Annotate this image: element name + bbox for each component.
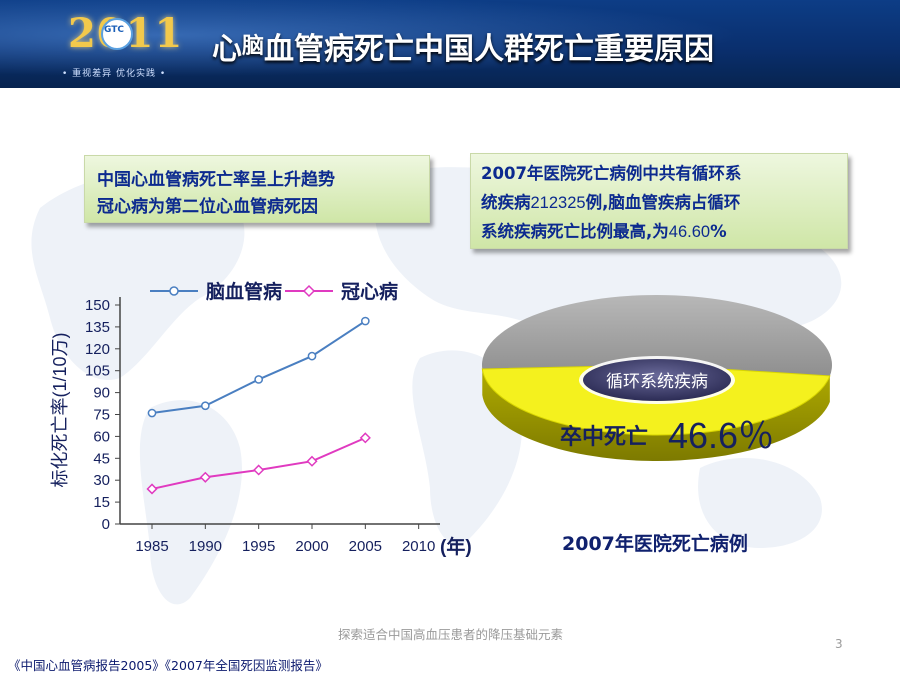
- header-glow: [0, 0, 900, 88]
- hospital-deaths-box: 2007年医院死亡病例中共有循环系 统疾病212325例,脑血管疾病占循环 系统…: [470, 153, 848, 249]
- y-axis-label: 标化死亡率(1/10万): [50, 332, 70, 487]
- hospital-deaths-line-3b: %: [710, 222, 727, 241]
- hospital-deaths-count: 212325: [530, 194, 586, 212]
- hospital-deaths-line-2: 统疾病212325例,脑血管疾病占循环: [481, 189, 740, 213]
- x-tick-label: 2010: [402, 538, 435, 555]
- logo-tagline: • 重视差异 优化实践 •: [62, 69, 167, 79]
- trend-summary-line-1: 中国心血管病死亡率呈上升趋势: [97, 170, 335, 190]
- x-tick-label: 1995: [242, 538, 275, 555]
- references: 《中国心血管病报告2005》《2007年全国死因监测报告》: [8, 658, 328, 673]
- trend-summary-line-2: 冠心病为第二位心血管病死因: [97, 197, 318, 217]
- hospital-deaths-percent: 46.60: [668, 223, 711, 241]
- legend-label-0: 脑血管病: [205, 280, 282, 303]
- legend-marker-1: [302, 284, 316, 298]
- y-tick-label: 120: [85, 341, 110, 358]
- data-point-1-4: [359, 432, 371, 444]
- pie-side-wall: [482, 368, 830, 461]
- pie-slice-other: [481, 294, 832, 376]
- page-number: 3: [835, 637, 843, 651]
- pie-slice-label: 卒中死亡: [560, 424, 648, 449]
- x-tick-label: 1990: [189, 538, 222, 555]
- title-part-1: 心: [212, 32, 242, 67]
- y-tick-label: 135: [85, 319, 110, 336]
- hospital-deaths-line-2a: 统疾病: [481, 193, 531, 212]
- y-tick-label: 15: [93, 494, 110, 511]
- y-tick-label: 90: [93, 385, 110, 402]
- hospital-deaths-line-2b: 例,脑血管疾病占循环: [585, 193, 741, 212]
- y-tick-label: 150: [85, 297, 110, 314]
- data-point-0-1: [200, 401, 210, 411]
- trend-summary-box: 中国心血管病死亡率呈上升趋势 冠心病为第二位心血管病死因: [84, 155, 430, 223]
- data-point-1-1: [199, 471, 211, 483]
- hospital-deaths-line-3: 系统疾病死亡比例最高,为46.60%: [481, 218, 727, 242]
- x-tick-label: 2000: [295, 538, 328, 555]
- y-tick-label: 45: [93, 450, 110, 467]
- data-point-0-0: [147, 408, 157, 418]
- data-point-0-2: [254, 375, 264, 384]
- title-part-2: 脑: [242, 34, 265, 59]
- data-point-1-2: [253, 464, 265, 476]
- pie-caption: 2007年医院死亡病例: [562, 533, 748, 555]
- logo-badge-icon: [101, 18, 133, 50]
- y-tick-label: 105: [85, 363, 110, 380]
- hospital-deaths-line-3a: 系统疾病死亡比例最高,为: [481, 222, 669, 241]
- y-tick-label: 75: [93, 407, 110, 424]
- hospital-deaths-line-1: 2007年医院死亡病例中共有循环系: [481, 160, 741, 184]
- data-point-0-4: [360, 316, 370, 326]
- pie-center-label: 循环系统疾病: [606, 372, 708, 391]
- x-axis-label: (年): [440, 535, 472, 558]
- title-part-3: 血管病死亡中国人群死亡重要原因: [264, 32, 715, 67]
- data-point-1-3: [306, 455, 318, 467]
- y-tick-label: 30: [93, 472, 110, 489]
- logo-badge-text: GTC: [104, 25, 124, 35]
- x-tick-label: 2005: [349, 538, 382, 555]
- x-tick-label: 1985: [135, 538, 168, 555]
- center-pill: [583, 359, 731, 401]
- y-tick-label: 0: [102, 516, 110, 533]
- data-point-1-0: [146, 483, 158, 495]
- page-title: 心脑血管病死亡中国人群死亡重要原因: [212, 24, 714, 68]
- legend-label-1: 冠心病: [341, 280, 398, 303]
- data-point-0-3: [307, 351, 317, 361]
- pie-slice-value: 46.6％: [668, 415, 774, 456]
- legend-marker-0: [169, 286, 179, 296]
- hospital-deaths-line-1-text: 2007年医院死亡病例中共有循环系: [481, 164, 742, 183]
- y-tick-label: 60: [93, 428, 110, 445]
- footer-text: 探索适合中国高血压患者的降压基础元素: [337, 627, 563, 642]
